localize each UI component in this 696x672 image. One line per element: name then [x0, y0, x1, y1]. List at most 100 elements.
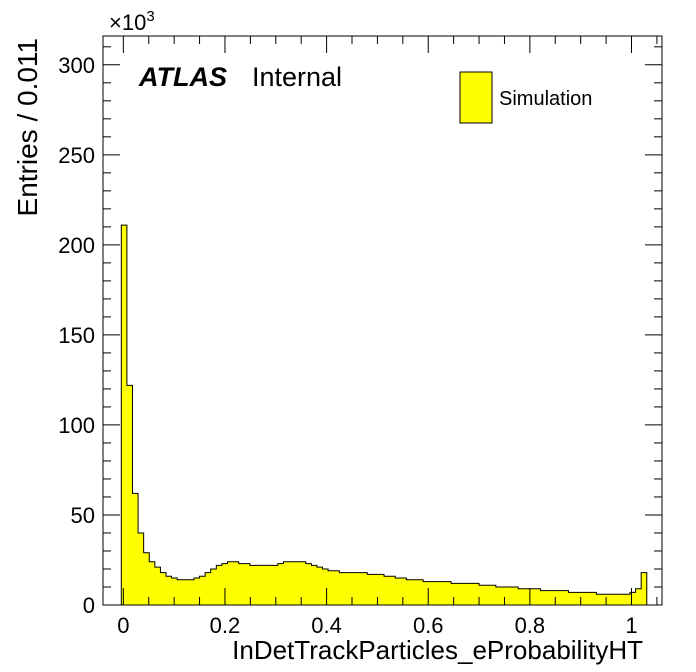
- histogram-bin: [428, 581, 435, 605]
- histogram-bin: [283, 561, 290, 605]
- histogram-bin: [227, 561, 234, 605]
- histogram-bin: [294, 561, 301, 605]
- histogram-bin: [316, 567, 323, 605]
- histogram-bin: [557, 590, 564, 605]
- histogram-bin: [311, 565, 318, 605]
- histogram-bin: [395, 577, 402, 605]
- histogram-bin: [193, 577, 200, 605]
- histogram-bin: [423, 581, 430, 605]
- histogram-bin: [546, 590, 553, 605]
- histogram-bin: [551, 590, 558, 605]
- histogram-bin: [562, 590, 569, 605]
- histogram-bin: [451, 583, 458, 605]
- y-multiplier-label: ×103: [109, 8, 155, 35]
- histogram-bin: [641, 572, 648, 605]
- x-tick-label: 1: [625, 613, 637, 638]
- histogram-bin: [411, 579, 418, 605]
- histogram-bin: [244, 563, 251, 605]
- x-tick-label: 0.8: [515, 613, 546, 638]
- histogram-bin: [439, 581, 446, 605]
- x-axis-label: InDetTrackParticles_eProbabilityHT: [232, 635, 643, 665]
- axis-ticks: [103, 36, 662, 606]
- x-tick-label: 0.6: [413, 613, 444, 638]
- y-tick-labels: 0 50 100 150 200 250 300: [58, 53, 95, 618]
- histogram-bin: [406, 579, 413, 605]
- x-tick-label: 0.2: [210, 613, 241, 638]
- x-tick-label: 0.4: [311, 613, 342, 638]
- y-tick-label: 150: [58, 323, 95, 348]
- histogram-bin: [384, 576, 391, 605]
- histogram-bin: [143, 552, 150, 605]
- legend-label: Simulation: [499, 88, 592, 110]
- histogram-bin: [339, 572, 346, 605]
- atlas-label: ATLAS: [138, 62, 227, 92]
- histogram-bin: [490, 585, 497, 605]
- histogram-bin: [210, 568, 217, 605]
- histogram-bin: [568, 592, 575, 605]
- histogram-bin: [233, 561, 240, 605]
- histogram-bin: [467, 583, 474, 605]
- histogram-bin: [322, 568, 329, 605]
- legend-swatch: [459, 71, 493, 124]
- histogram-bin: [350, 572, 357, 605]
- histogram-bin: [328, 570, 335, 605]
- histogram-bin: [277, 563, 284, 605]
- plot-frame: [102, 35, 663, 606]
- y-tick-label: 0: [83, 593, 95, 618]
- histogram-bin: [579, 592, 586, 605]
- histogram-bin: [372, 574, 379, 605]
- histogram-bin: [445, 581, 452, 605]
- histogram-bin: [590, 592, 597, 605]
- y-tick-label: 200: [58, 233, 95, 258]
- histogram-bin: [378, 574, 385, 605]
- histogram-bin: [534, 588, 541, 605]
- histogram-bin: [300, 561, 307, 605]
- histogram-bin: [479, 585, 486, 605]
- histogram-bin: [216, 565, 223, 605]
- histogram-bin: [462, 583, 469, 605]
- histogram-bin: [344, 572, 351, 605]
- y-tick-label: 100: [58, 413, 95, 438]
- histogram-bin: [272, 565, 279, 605]
- histogram-bin: [255, 565, 262, 605]
- histogram-bin: [456, 583, 463, 605]
- histogram-bin: [523, 588, 530, 605]
- histogram-bin: [629, 592, 636, 605]
- histogram-bin: [238, 563, 245, 605]
- histogram-bin: [333, 570, 340, 605]
- histogram-bin: [529, 588, 536, 605]
- histogram-bin: [635, 588, 642, 605]
- histogram-bin: [518, 588, 525, 605]
- histogram-bars: [121, 225, 648, 605]
- histogram-bin: [356, 572, 363, 605]
- histogram-outline: [120, 224, 648, 605]
- histogram-bin: [417, 579, 424, 605]
- histogram-bin: [540, 590, 547, 605]
- histogram-bin: [400, 577, 407, 605]
- histogram-bin: [188, 579, 195, 605]
- histogram-bin: [177, 579, 184, 605]
- x-tick-label: 0: [117, 613, 129, 638]
- histogram-bin: [249, 565, 256, 605]
- histogram-bin: [434, 581, 441, 605]
- histogram-bin: [126, 385, 133, 605]
- histogram-bin: [624, 594, 631, 605]
- histogram-bin: [389, 576, 396, 605]
- histogram-bin: [618, 594, 625, 605]
- histogram-bin: [138, 532, 145, 605]
- histogram-bin: [261, 565, 268, 605]
- x-tick-labels: 0 0.2 0.4 0.6 0.8 1: [117, 613, 637, 638]
- y-tick-label: 50: [71, 503, 95, 528]
- histogram-bin: [199, 576, 206, 605]
- histogram-bin: [160, 572, 167, 605]
- histogram-bin: [596, 594, 603, 605]
- internal-label: Internal: [252, 62, 342, 92]
- histogram-bin: [132, 493, 139, 605]
- histogram-bin: [121, 225, 128, 605]
- histogram-bin: [171, 577, 178, 605]
- histogram-bin: [149, 561, 156, 605]
- histogram-bin: [613, 594, 620, 605]
- histogram-bin: [512, 586, 519, 605]
- histogram-bin: [154, 567, 161, 605]
